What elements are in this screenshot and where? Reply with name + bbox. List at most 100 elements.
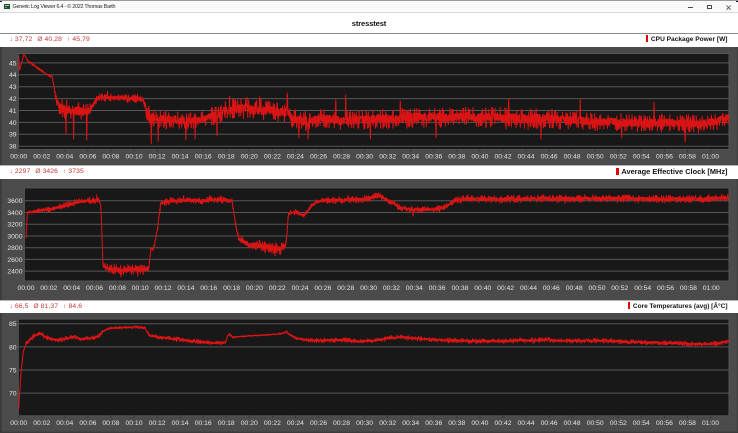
- svg-text:00:18: 00:18: [218, 420, 235, 427]
- svg-text:00:00: 00:00: [10, 153, 27, 160]
- svg-text:00:48: 00:48: [564, 420, 581, 427]
- svg-text:00:38: 00:38: [448, 153, 465, 160]
- svg-text:00:48: 00:48: [566, 285, 583, 292]
- svg-text:00:42: 00:42: [497, 285, 514, 292]
- svg-text:00:38: 00:38: [448, 420, 465, 427]
- svg-text:00:06: 00:06: [79, 153, 96, 160]
- svg-text:00:20: 00:20: [246, 285, 263, 292]
- svg-text:00:58: 00:58: [679, 153, 696, 160]
- svg-text:00:06: 00:06: [86, 285, 103, 292]
- svg-text:00:44: 00:44: [520, 285, 537, 292]
- svg-text:00:02: 00:02: [33, 153, 50, 160]
- svg-text:00:56: 00:56: [656, 420, 673, 427]
- svg-text:00:12: 00:12: [149, 420, 166, 427]
- svg-text:00:04: 00:04: [63, 285, 80, 292]
- svg-text:38: 38: [9, 143, 17, 150]
- svg-text:00:34: 00:34: [402, 420, 419, 427]
- svg-text:2400: 2400: [7, 268, 22, 275]
- svg-text:00:56: 00:56: [657, 285, 674, 292]
- svg-text:42: 42: [9, 96, 17, 103]
- svg-text:00:36: 00:36: [429, 285, 446, 292]
- svg-text:00:12: 00:12: [149, 153, 166, 160]
- svg-text:01:00: 01:00: [702, 420, 719, 427]
- svg-text:00:14: 00:14: [172, 420, 189, 427]
- svg-text:00:16: 00:16: [195, 153, 212, 160]
- svg-text:00:58: 00:58: [680, 285, 697, 292]
- svg-text:00:08: 00:08: [109, 285, 126, 292]
- svg-text:00:46: 00:46: [543, 285, 560, 292]
- svg-text:00:02: 00:02: [33, 420, 50, 427]
- svg-text:00:06: 00:06: [79, 420, 96, 427]
- svg-text:00:14: 00:14: [177, 285, 194, 292]
- svg-text:00:40: 00:40: [471, 153, 488, 160]
- svg-text:00:24: 00:24: [287, 153, 304, 160]
- svg-text:00:22: 00:22: [264, 153, 281, 160]
- svg-text:40: 40: [9, 119, 17, 126]
- svg-text:00:30: 00:30: [356, 420, 373, 427]
- svg-text:3200: 3200: [7, 221, 22, 228]
- svg-text:00:26: 00:26: [310, 153, 327, 160]
- svg-text:00:52: 00:52: [610, 153, 627, 160]
- svg-text:43: 43: [9, 84, 17, 91]
- svg-text:00:28: 00:28: [333, 153, 350, 160]
- svg-text:00:22: 00:22: [264, 420, 281, 427]
- svg-text:00:56: 00:56: [656, 153, 673, 160]
- svg-text:00:54: 00:54: [634, 285, 651, 292]
- svg-text:00:32: 00:32: [379, 420, 396, 427]
- svg-text:00:28: 00:28: [337, 285, 354, 292]
- svg-text:00:18: 00:18: [218, 153, 235, 160]
- svg-text:00:26: 00:26: [314, 285, 331, 292]
- svg-text:70: 70: [9, 391, 17, 398]
- svg-text:00:46: 00:46: [541, 153, 558, 160]
- svg-text:39: 39: [9, 131, 17, 138]
- svg-text:00:58: 00:58: [679, 420, 696, 427]
- svg-text:00:36: 00:36: [425, 420, 442, 427]
- svg-text:85: 85: [9, 321, 17, 328]
- svg-text:00:32: 00:32: [383, 285, 400, 292]
- svg-text:00:42: 00:42: [494, 153, 511, 160]
- svg-text:00:42: 00:42: [494, 420, 511, 427]
- svg-text:00:18: 00:18: [223, 285, 240, 292]
- svg-text:75: 75: [9, 368, 17, 375]
- svg-text:00:54: 00:54: [633, 420, 650, 427]
- svg-text:00:26: 00:26: [310, 420, 327, 427]
- svg-text:45: 45: [9, 60, 17, 67]
- svg-text:00:12: 00:12: [154, 285, 171, 292]
- svg-text:00:04: 00:04: [56, 420, 73, 427]
- svg-text:00:50: 00:50: [587, 153, 604, 160]
- svg-text:44: 44: [9, 72, 17, 79]
- svg-text:00:28: 00:28: [333, 420, 350, 427]
- svg-text:00:10: 00:10: [132, 285, 149, 292]
- svg-text:80: 80: [9, 344, 17, 351]
- svg-text:00:04: 00:04: [56, 153, 73, 160]
- svg-text:00:48: 00:48: [564, 153, 581, 160]
- svg-text:00:30: 00:30: [356, 153, 373, 160]
- svg-text:00:52: 00:52: [610, 420, 627, 427]
- svg-text:00:40: 00:40: [474, 285, 491, 292]
- svg-text:00:00: 00:00: [10, 420, 27, 427]
- svg-text:00:34: 00:34: [406, 285, 423, 292]
- svg-text:00:40: 00:40: [471, 420, 488, 427]
- svg-text:00:50: 00:50: [588, 285, 605, 292]
- svg-text:00:46: 00:46: [541, 420, 558, 427]
- svg-text:00:34: 00:34: [402, 153, 419, 160]
- svg-text:3000: 3000: [7, 233, 22, 240]
- svg-text:00:38: 00:38: [451, 285, 468, 292]
- svg-text:00:08: 00:08: [102, 153, 119, 160]
- svg-text:41: 41: [9, 107, 17, 114]
- svg-text:00:30: 00:30: [360, 285, 377, 292]
- svg-text:01:00: 01:00: [703, 285, 720, 292]
- svg-text:00:20: 00:20: [241, 420, 258, 427]
- svg-text:00:22: 00:22: [269, 285, 286, 292]
- svg-text:00:54: 00:54: [633, 153, 650, 160]
- svg-text:00:20: 00:20: [241, 153, 258, 160]
- svg-text:00:36: 00:36: [425, 153, 442, 160]
- svg-text:00:14: 00:14: [172, 153, 189, 160]
- svg-text:3600: 3600: [7, 198, 22, 205]
- svg-text:3400: 3400: [7, 210, 22, 217]
- svg-text:00:50: 00:50: [587, 420, 604, 427]
- svg-text:00:16: 00:16: [195, 420, 212, 427]
- svg-text:01:00: 01:00: [702, 153, 719, 160]
- svg-text:00:24: 00:24: [287, 420, 304, 427]
- svg-text:2800: 2800: [7, 245, 22, 252]
